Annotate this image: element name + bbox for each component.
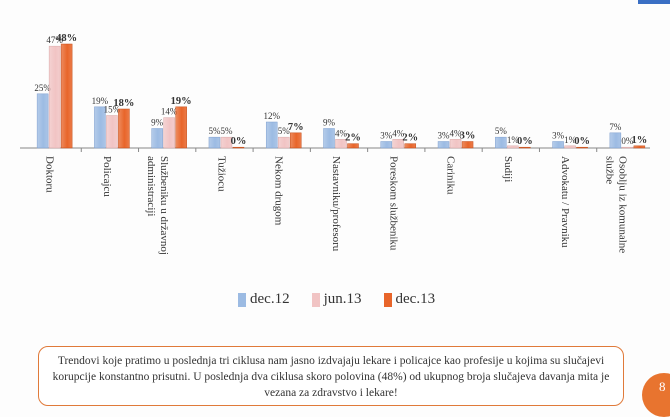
data-label: 18% — [113, 98, 134, 109]
legend-item-dec12: dec.12 — [238, 291, 290, 308]
chart-legend: dec.12 jun.13 dec.13 — [238, 291, 435, 308]
summary-callout: Trendovi koje pratimo u poslednja tri ci… — [38, 346, 624, 406]
data-label: 3% — [438, 131, 451, 141]
data-label: 15% — [104, 105, 121, 115]
bar-dec13-5 — [347, 143, 359, 149]
data-label: 5% — [278, 126, 291, 136]
data-label: 2% — [345, 133, 361, 144]
x-tick-label: Advokatu / Pravniku — [559, 156, 571, 248]
data-label: 4% — [450, 128, 463, 138]
data-label: 12% — [263, 111, 280, 121]
bar-dec12-3 — [208, 136, 221, 149]
legend-swatch-dec13 — [383, 292, 392, 307]
data-label: 48% — [56, 33, 77, 44]
bar-jun13-1 — [106, 115, 118, 149]
bar-chart: 25%47%48%Doktoru19%15%18%Policajcu9%14%1… — [20, 33, 650, 255]
data-label: 3% — [460, 131, 476, 142]
data-label: 4% — [392, 128, 405, 138]
legend-swatch-jun13 — [311, 292, 320, 307]
bar-dec12-10 — [609, 132, 622, 149]
bar-dec12-0 — [36, 93, 49, 149]
bar-jun13-5 — [335, 139, 347, 149]
bar-dec12-7 — [437, 141, 450, 149]
data-label: 0% — [621, 136, 634, 146]
data-label: 5% — [208, 126, 221, 136]
bar-dec12-6 — [380, 141, 393, 149]
data-label: 14% — [161, 107, 178, 117]
data-label: 1% — [564, 135, 577, 145]
bar-dec13-7 — [461, 141, 474, 149]
x-tick-label: Službeniku u državnojadministraciji — [145, 156, 170, 255]
data-label: 0% — [231, 136, 247, 147]
x-tick-label: Poreskom službeniku — [387, 156, 399, 251]
bar-jun13-4 — [277, 136, 290, 149]
x-tick-label: Tužiocu — [215, 156, 227, 192]
legend-label-dec13: dec.13 — [395, 291, 436, 307]
bar-dec13-1 — [118, 108, 130, 149]
bar-jun13-9 — [564, 145, 576, 149]
x-tick-label: Cariniku — [445, 156, 457, 195]
data-label: 2% — [402, 133, 418, 144]
bar-jun13-3 — [220, 136, 233, 149]
legend-item-jun13: jun.13 — [311, 291, 362, 308]
bar-dec12-9 — [552, 141, 564, 149]
data-label: 0% — [517, 136, 533, 147]
bar-jun13-8 — [507, 145, 519, 149]
data-label: 3% — [552, 131, 565, 141]
bar-dec12-8 — [495, 136, 507, 149]
page-number-badge: 8 — [642, 373, 670, 417]
legend-swatch-dec12 — [238, 292, 246, 307]
bar-dec12-2 — [151, 128, 163, 149]
bar-dec13-9 — [576, 146, 588, 149]
bar-dec13-3 — [232, 146, 245, 149]
bar-jun13-0 — [48, 45, 61, 149]
data-label: 4% — [335, 128, 348, 138]
legend-item-dec13: dec.13 — [383, 291, 436, 308]
bar-jun13-7 — [449, 139, 462, 149]
x-tick-label: Policajcu — [101, 156, 113, 197]
bar-jun13-6 — [392, 139, 405, 149]
x-tick-label: Doktoru — [44, 156, 56, 193]
data-label: 25% — [34, 83, 51, 93]
bar-dec13-10 — [633, 145, 646, 149]
data-label: 0% — [574, 136, 590, 147]
data-label: 5% — [220, 126, 233, 136]
data-label: 7% — [288, 122, 304, 133]
data-label: 1% — [631, 135, 647, 146]
data-label: 47% — [46, 35, 63, 45]
x-tick-label: Osoblju iz komunalneslužbe — [603, 156, 628, 253]
bar-dec13-2 — [175, 106, 187, 149]
bar-dec13-6 — [404, 143, 417, 149]
data-label: 5% — [495, 126, 508, 136]
data-label: 3% — [380, 131, 393, 141]
data-label: 9% — [151, 118, 164, 128]
x-tick-label: Nastavniku/profesoru — [330, 156, 342, 252]
data-label: 19% — [92, 96, 109, 106]
bar-dec12-5 — [323, 128, 335, 149]
x-tick-label: Nekom drugom — [273, 156, 285, 226]
data-label: 19% — [171, 96, 192, 107]
bar-dec13-4 — [289, 132, 302, 149]
data-label: 7% — [609, 122, 622, 132]
bar-dec12-1 — [94, 106, 106, 149]
x-tick-label: Sudiji — [502, 156, 514, 182]
bar-dec13-8 — [519, 146, 531, 149]
bar-jun13-10 — [621, 146, 634, 149]
bar-dec12-4 — [265, 121, 278, 149]
page-number: 8 — [659, 379, 666, 394]
legend-label-dec12: dec.12 — [250, 291, 290, 307]
top-accent-bar — [638, 0, 670, 4]
bar-jun13-2 — [163, 117, 175, 149]
data-label: 1% — [507, 135, 520, 145]
summary-text: Trendovi koje pratimo u poslednja tri ci… — [52, 355, 610, 399]
bar-dec13-0 — [60, 43, 73, 149]
legend-label-jun13: jun.13 — [323, 291, 362, 307]
data-label: 9% — [323, 118, 336, 128]
